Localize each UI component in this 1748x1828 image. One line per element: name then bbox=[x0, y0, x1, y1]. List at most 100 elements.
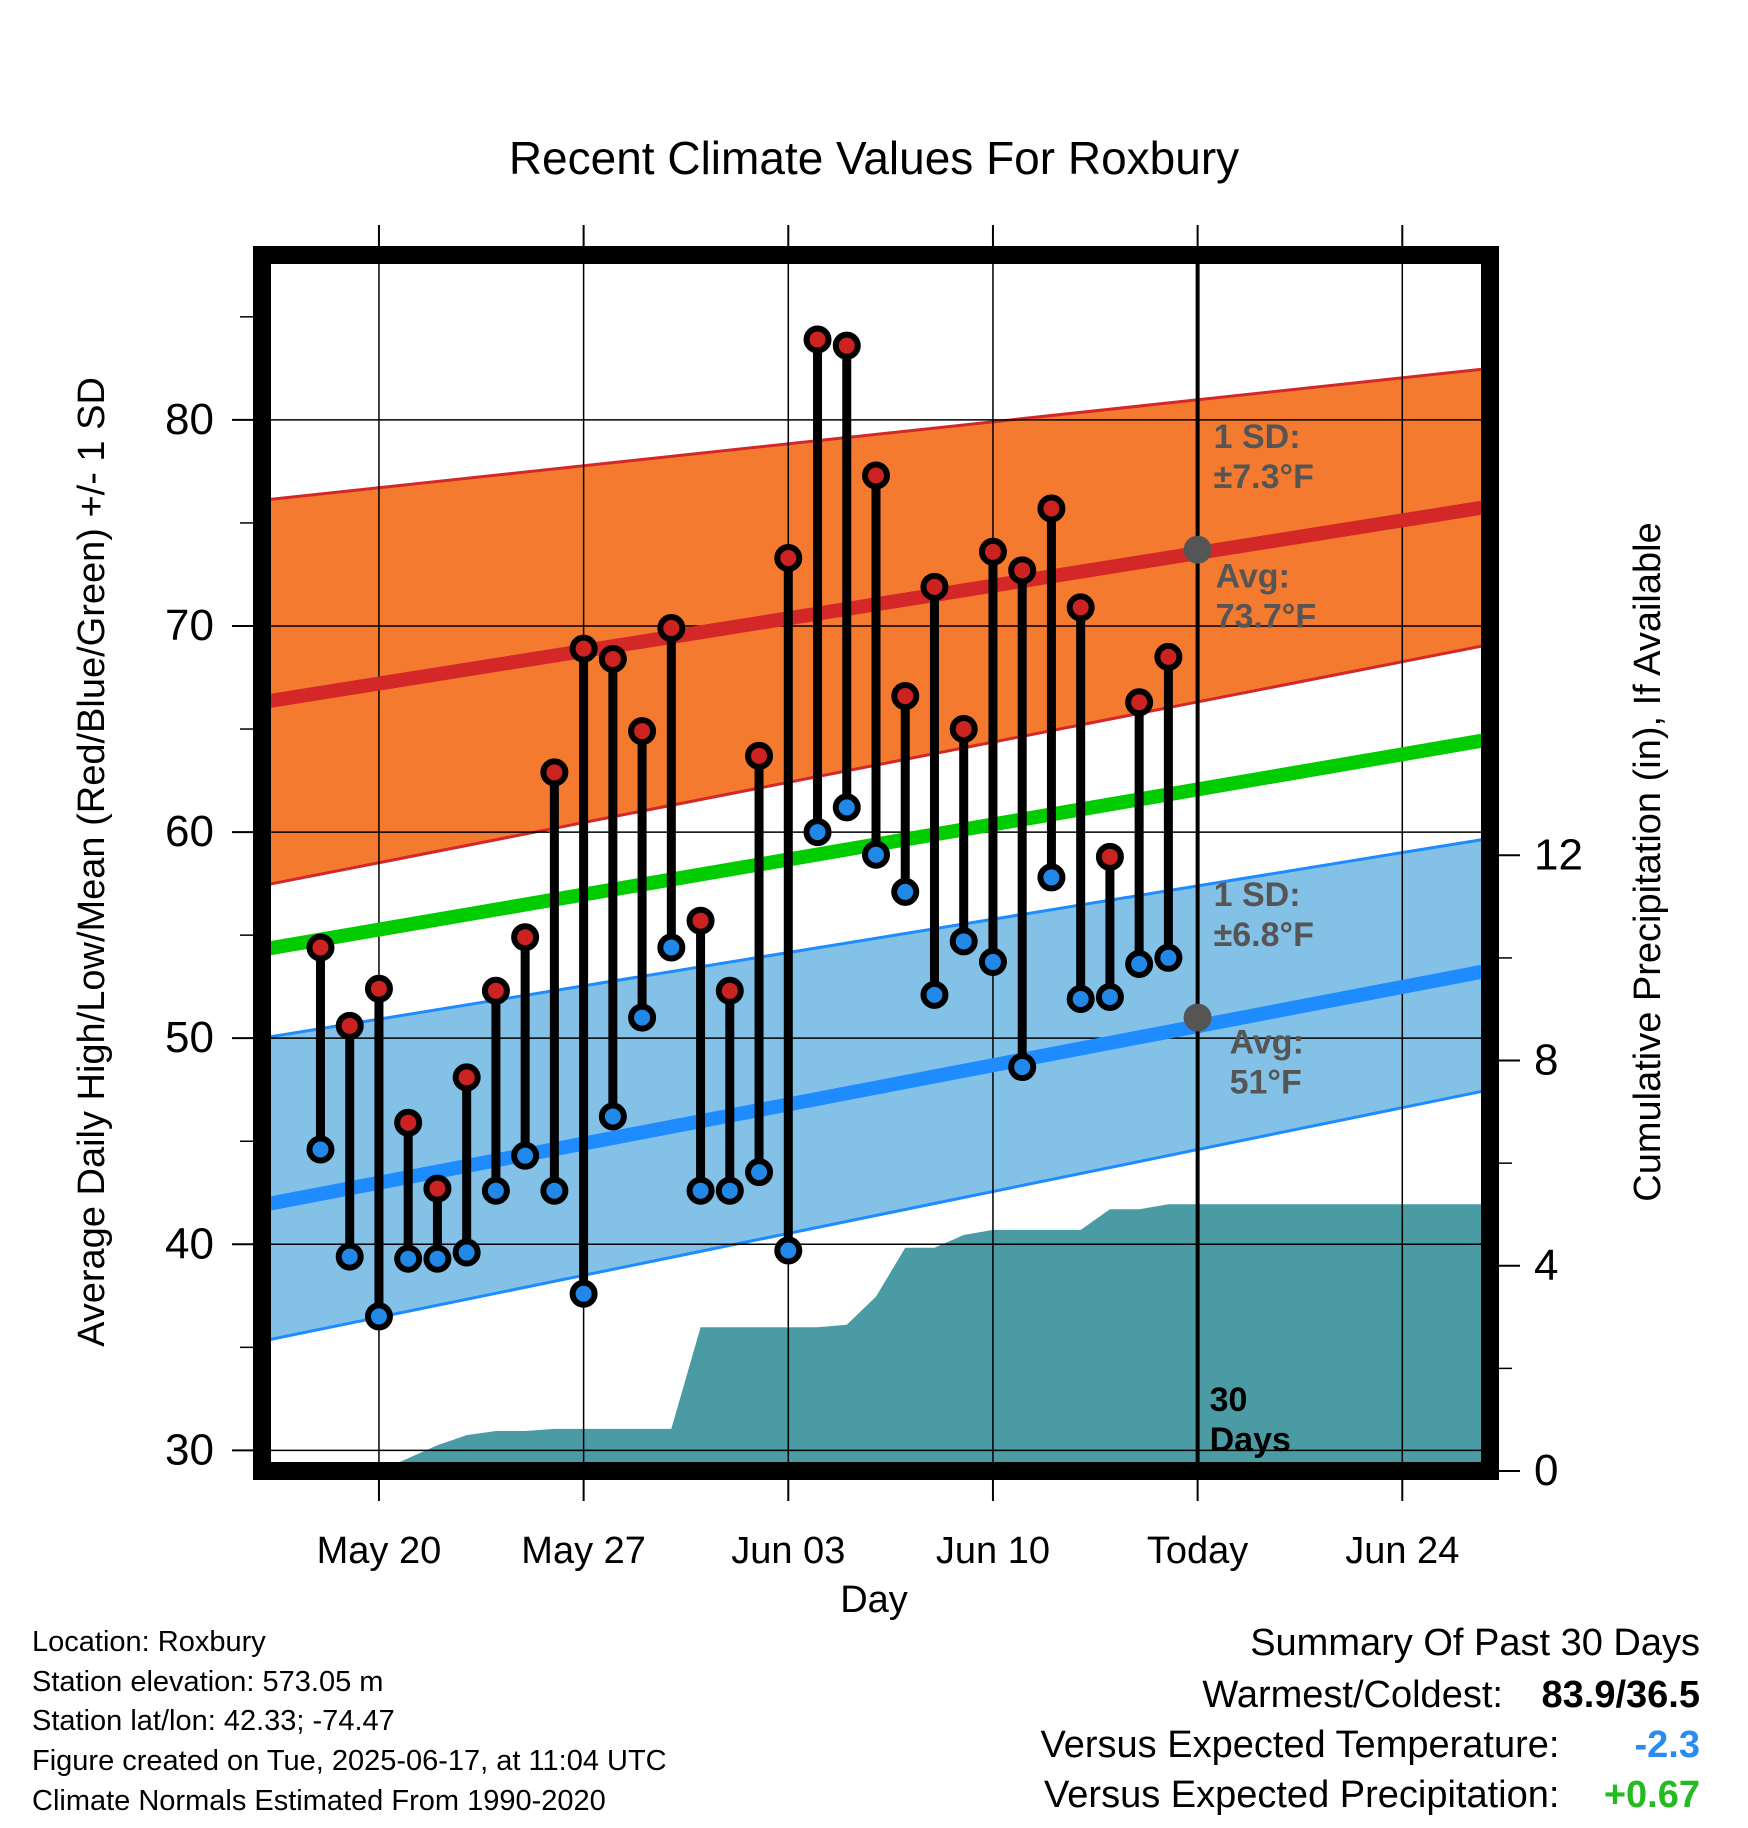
x-tick-label: Jun 03 bbox=[731, 1530, 845, 1572]
y2-tick-label: 8 bbox=[1534, 1036, 1558, 1085]
x-tick-label: May 27 bbox=[521, 1530, 646, 1572]
daily-low-point bbox=[598, 1102, 627, 1131]
high-sd-upper-edge bbox=[262, 366, 1490, 502]
low-avg-today-dot bbox=[1183, 1003, 1212, 1032]
daily-low-point bbox=[657, 933, 686, 962]
normals-text: Climate Normals Estimated From 1990-2020 bbox=[32, 1785, 606, 1817]
daily-high-point bbox=[1066, 593, 1095, 622]
temp-vs-expected-label: Versus Expected Temperature: bbox=[1040, 1724, 1560, 1766]
y2-tick-label: 12 bbox=[1534, 830, 1583, 879]
daily-low-point bbox=[335, 1242, 364, 1271]
location-text: Location: Roxbury bbox=[32, 1626, 266, 1658]
daily-low-point bbox=[978, 947, 1007, 976]
daily-high-point bbox=[569, 634, 598, 663]
y2-tick-label: 4 bbox=[1534, 1241, 1558, 1290]
x-axis: May 20 May 27 Jun 03 Jun 10 Today Jun 24 bbox=[317, 225, 1459, 1572]
daily-high-point bbox=[394, 1108, 423, 1137]
daily-low-point bbox=[862, 840, 890, 869]
daily-low-point bbox=[1095, 982, 1124, 1011]
daily-high-point bbox=[540, 758, 569, 787]
daily-low-point bbox=[423, 1244, 452, 1273]
daily-high-point bbox=[715, 976, 744, 1005]
y-tick-label: 50 bbox=[165, 1013, 214, 1062]
precip-vs-expected-value: +0.67 bbox=[1603, 1774, 1700, 1816]
daily-low-point bbox=[1008, 1053, 1037, 1082]
low-sd-label: 1 SD: bbox=[1214, 876, 1301, 914]
daily-low-point bbox=[1066, 985, 1095, 1014]
low-avg-value: 51°F bbox=[1230, 1064, 1302, 1102]
daily-low-point bbox=[832, 793, 861, 822]
daily-low-point bbox=[394, 1244, 423, 1273]
precip-vs-expected-label: Versus Expected Precipitation: bbox=[1044, 1774, 1560, 1816]
daily-range-stems bbox=[315, 339, 1173, 1317]
daily-low-point bbox=[306, 1135, 335, 1164]
low-sd-lower-edge bbox=[262, 1088, 1490, 1343]
high-avg-today-dot bbox=[1183, 535, 1212, 564]
daily-high-point bbox=[657, 614, 686, 643]
daily-low-point bbox=[920, 980, 949, 1009]
summary-temp: Versus Expected Temperature: -2.3 bbox=[1041, 1724, 1700, 1767]
x-tick-label: Jun 24 bbox=[1345, 1530, 1459, 1572]
daily-low-point bbox=[628, 1003, 657, 1032]
daily-high-point bbox=[452, 1063, 481, 1092]
daily-low-point bbox=[774, 1236, 803, 1265]
daily-high-point bbox=[949, 715, 978, 744]
daily-low-point bbox=[1037, 863, 1066, 892]
daily-high-point bbox=[1008, 556, 1037, 585]
y-tick-label: 70 bbox=[165, 601, 214, 650]
y-tick-label: 40 bbox=[165, 1219, 214, 1268]
warm-cold-value: 83.9/36.5 bbox=[1541, 1674, 1700, 1716]
daily-high-point bbox=[891, 682, 920, 711]
daily-high-point bbox=[1154, 642, 1183, 671]
high-sd-label: 1 SD: bbox=[1214, 418, 1301, 456]
high-avg-label: Avg: bbox=[1216, 558, 1290, 596]
cumulative-precip-area bbox=[262, 1204, 1490, 1471]
daily-high-point bbox=[511, 923, 540, 952]
x-tick-label: Today bbox=[1147, 1530, 1248, 1572]
daily-low-point bbox=[569, 1279, 598, 1308]
daily-high-point bbox=[1037, 494, 1066, 523]
summary-warm-cold: Warmest/Coldest: 83.9/36.5 bbox=[1202, 1674, 1700, 1717]
daily-high-point bbox=[774, 543, 803, 572]
daily-high-point bbox=[306, 933, 335, 962]
plot-area: 1 SD: ±7.3°F Avg: 73.7°F 1 SD: ±6.8°F Av… bbox=[262, 255, 1490, 1471]
created-text: Figure created on Tue, 2025-06-17, at 11… bbox=[32, 1745, 667, 1777]
daily-low-point bbox=[891, 877, 920, 906]
daily-high-point bbox=[745, 741, 774, 770]
daily-low-point bbox=[540, 1176, 569, 1205]
daily-low-point bbox=[686, 1176, 715, 1205]
daily-low-point bbox=[803, 818, 832, 847]
daily-low-point bbox=[949, 927, 978, 956]
elevation-text: Station elevation: 573.05 m bbox=[32, 1666, 384, 1698]
daily-low-point bbox=[364, 1302, 393, 1331]
daily-high-point bbox=[364, 974, 393, 1003]
y-axis-left: 30 40 50 60 70 80 bbox=[165, 316, 253, 1474]
y2-tick-label: 0 bbox=[1534, 1446, 1558, 1495]
daily-high-point bbox=[481, 976, 510, 1005]
daily-low-point bbox=[452, 1238, 481, 1267]
latlon-text: Station lat/lon: 42.33; -74.47 bbox=[32, 1705, 395, 1737]
low-sd-value: ±6.8°F bbox=[1214, 916, 1314, 954]
high-sd-value: ±7.3°F bbox=[1214, 458, 1314, 496]
daily-high-point bbox=[803, 325, 832, 354]
daily-low-point bbox=[1154, 943, 1183, 972]
y2-axis-label: Cumulative Precipitation (in), If Availa… bbox=[1627, 522, 1669, 1201]
warm-cold-label: Warmest/Coldest: bbox=[1202, 1674, 1503, 1716]
daily-high-point bbox=[423, 1174, 452, 1203]
x-tick-label: Jun 10 bbox=[936, 1530, 1050, 1572]
annotations: 1 SD: ±7.3°F Avg: 73.7°F 1 SD: ±6.8°F Av… bbox=[1214, 418, 1317, 1101]
low-sd-upper-edge bbox=[262, 836, 1490, 1040]
daily-low-point bbox=[745, 1158, 774, 1187]
daily-low-point bbox=[511, 1141, 540, 1170]
y-tick-label: 30 bbox=[165, 1425, 214, 1474]
daily-markers bbox=[306, 325, 1183, 1331]
daily-high-point bbox=[832, 331, 861, 360]
today-days-label: Days bbox=[1210, 1421, 1291, 1459]
daily-high-point bbox=[1095, 842, 1124, 871]
plot-frame bbox=[253, 246, 1499, 1480]
grid bbox=[262, 255, 1490, 1471]
temp-vs-expected-value: -2.3 bbox=[1634, 1724, 1700, 1766]
x-axis-label: Day bbox=[840, 1579, 908, 1621]
daily-high-point bbox=[335, 1011, 364, 1040]
